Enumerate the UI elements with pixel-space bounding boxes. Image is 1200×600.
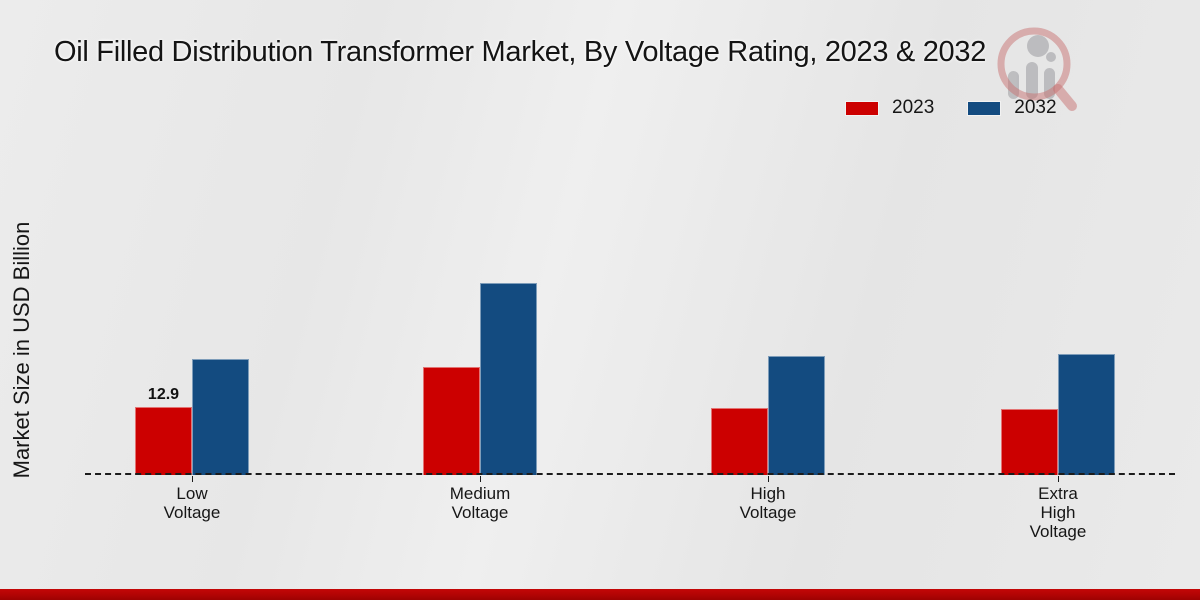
legend-label-2023: 2023 <box>892 97 935 118</box>
category-label-low-voltage: Low Voltage <box>163 484 221 522</box>
category-label-extra-high-voltage: Extra High Voltage <box>1029 484 1087 541</box>
bar-2023-medium-voltage <box>423 367 480 475</box>
x-axis-baseline <box>85 473 1175 475</box>
legend-item-2032: 2032 <box>967 97 1057 119</box>
x-axis-tick <box>192 476 193 482</box>
x-axis-tick <box>1058 476 1059 482</box>
footer-accent-bar <box>0 589 1200 600</box>
legend-swatch-2023 <box>845 100 879 116</box>
chart-title: Oil Filled Distribution Transformer Mark… <box>54 36 987 68</box>
magnifier-analytics-logo-icon <box>997 27 1077 111</box>
legend-item-2023: 2023 <box>845 97 934 119</box>
bar-2032-extra-high-voltage <box>1058 354 1115 475</box>
bar-2023-extra-high-voltage <box>1001 409 1058 475</box>
data-label-2023: 12.9 <box>147 386 180 403</box>
bar-2023-high-voltage <box>711 408 768 475</box>
legend-swatch-2032 <box>967 100 1002 116</box>
bar-2032-medium-voltage <box>480 283 537 475</box>
category-label-medium-voltage: Medium Voltage <box>449 484 511 522</box>
category-label-high-voltage: High Voltage <box>739 484 797 522</box>
legend-label-2032: 2032 <box>1014 97 1057 118</box>
bar-2032-high-voltage <box>768 356 825 475</box>
x-axis-tick <box>768 476 769 482</box>
legend: 2023 2032 <box>845 97 1057 119</box>
bar-2032-low-voltage <box>192 359 249 475</box>
x-axis-tick <box>480 476 481 482</box>
bar-2023-low-voltage <box>135 407 192 475</box>
